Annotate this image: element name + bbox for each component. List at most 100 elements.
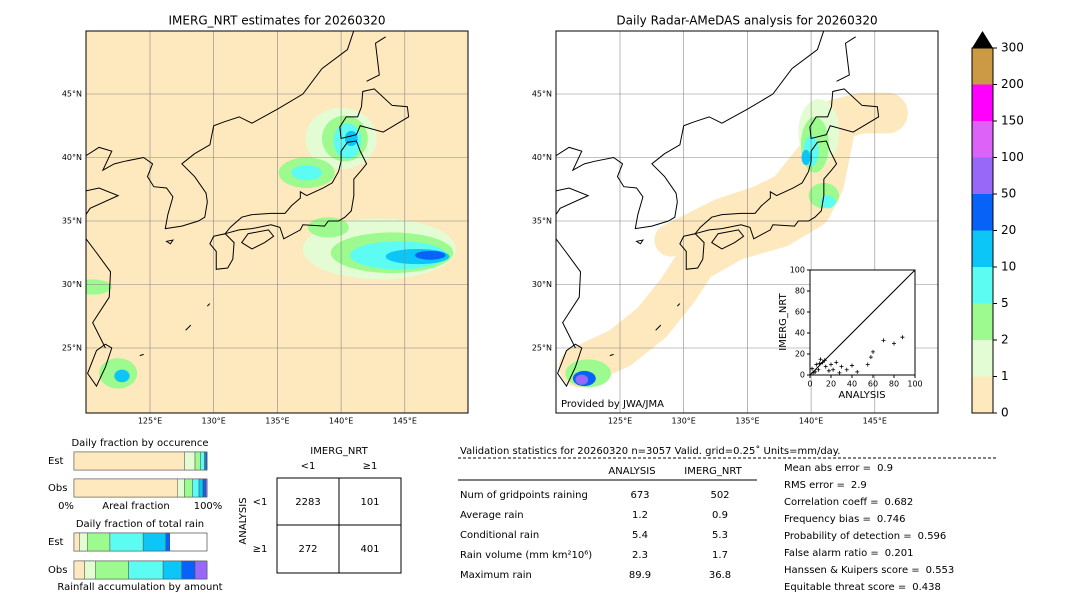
point xyxy=(839,364,844,369)
panel-title: Daily fraction of total rain xyxy=(76,519,204,530)
row-label: Est xyxy=(48,537,64,548)
bar-segment xyxy=(181,560,196,580)
table-row-axis: ANALYSIS xyxy=(238,497,249,544)
x-tick-label: 0 xyxy=(807,380,812,389)
x-axis-label: ANALYSIS xyxy=(838,390,885,401)
point xyxy=(823,364,828,369)
point xyxy=(822,358,827,363)
validation-header: Validation statistics for 20260320 n=305… xyxy=(460,445,840,457)
point xyxy=(844,367,849,372)
diagonal xyxy=(809,269,916,376)
x-tick-label: 100 xyxy=(907,380,922,389)
table-title: IMERG_NRT xyxy=(310,446,368,457)
y-tick-label: 80 xyxy=(795,287,805,296)
y-tick-label: 20 xyxy=(795,350,805,359)
panel-label: Rainfall accumulation by amount xyxy=(57,582,222,593)
score: RMS error = 2.9 xyxy=(784,480,867,491)
score-label: Mean abs error = xyxy=(784,463,871,474)
cell: 673 xyxy=(630,490,649,501)
point xyxy=(834,360,839,365)
score-label: False alarm ratio = xyxy=(784,548,879,559)
row-label: Obs xyxy=(48,483,67,494)
score-label: RMS error = xyxy=(784,480,845,491)
point xyxy=(810,366,815,371)
credit: Provided by JWA/JMA xyxy=(561,399,664,410)
bar-segment xyxy=(142,532,167,552)
bar-segment xyxy=(205,478,208,498)
row-label: Est xyxy=(48,456,64,467)
bar-segment xyxy=(79,532,88,552)
bar-segment xyxy=(165,532,171,552)
score: Probability of detection = 0.596 xyxy=(784,531,946,542)
lon-label: 140°E xyxy=(799,417,823,426)
colorbar-label: 10 xyxy=(1001,260,1016,274)
bar-segment xyxy=(162,560,182,580)
lat-label: 30°N xyxy=(532,280,552,289)
map-title: IMERG_NRT estimates for 20260320 xyxy=(169,14,386,28)
point xyxy=(829,362,833,367)
bar-segment xyxy=(200,451,205,471)
cell: 2.3 xyxy=(632,550,648,561)
point xyxy=(855,369,860,374)
lon-label: 130°E xyxy=(202,417,226,426)
point xyxy=(871,349,875,354)
score-value: 0.201 xyxy=(885,548,914,559)
colorbar-label: 5 xyxy=(1001,296,1009,310)
cell: 5.3 xyxy=(712,530,728,541)
axis-label: Areal fraction xyxy=(102,501,169,512)
col-label: ≥1 xyxy=(363,461,378,472)
point xyxy=(881,338,886,343)
score-value: 0.553 xyxy=(926,565,955,576)
row-label: Conditional rain xyxy=(460,530,539,541)
lon-label: 135°E xyxy=(265,417,289,426)
colorbar-label: 0 xyxy=(1001,406,1009,420)
colorbar-label: 2 xyxy=(1001,333,1009,347)
row-label: Maximum rain xyxy=(460,570,532,581)
map-left xyxy=(86,31,468,413)
axis-label: 100% xyxy=(194,501,223,512)
score-value: 0.746 xyxy=(877,514,906,525)
bar-segment xyxy=(194,560,208,580)
colorbar-segment xyxy=(972,84,993,121)
lon-label: 125°E xyxy=(608,417,632,426)
score-label: Hanssen & Kuipers score = xyxy=(784,565,920,576)
bar-segment xyxy=(73,478,178,498)
lat-label: 30°N xyxy=(62,280,82,289)
y-axis-label: IMERG_NRT xyxy=(778,292,789,350)
colorbar-label: 150 xyxy=(1001,114,1024,128)
cell: 1.7 xyxy=(712,550,728,561)
colorbar-segment xyxy=(972,230,993,267)
row-label: <1 xyxy=(253,497,268,508)
lat-label: 40°N xyxy=(62,153,82,162)
score-value: 2.9 xyxy=(851,480,867,491)
y-tick-label: 40 xyxy=(795,329,805,338)
score-value: 0.682 xyxy=(885,497,914,508)
cell: 1.2 xyxy=(632,510,648,521)
cell: 2283 xyxy=(295,497,320,508)
score-label: Probability of detection = xyxy=(784,531,912,542)
colorbar-segment xyxy=(972,48,993,85)
lon-label: 130°E xyxy=(672,417,696,426)
lat-label: 45°N xyxy=(62,90,82,99)
score-value: 0.9 xyxy=(877,463,893,474)
bar-segment xyxy=(177,478,185,498)
colorbar-segment xyxy=(972,157,993,194)
colorbar-segment xyxy=(972,376,993,413)
score: Equitable threat score = 0.438 xyxy=(784,582,941,593)
point xyxy=(837,370,842,375)
bar-segment xyxy=(73,560,85,580)
bar-segment xyxy=(84,560,96,580)
bar-segment xyxy=(184,451,196,471)
map-title: Daily Radar-AMeDAS analysis for 20260320 xyxy=(616,14,877,28)
col-header: IMERG_NRT xyxy=(684,466,742,477)
map-frame xyxy=(555,30,939,414)
colorbar-label: 200 xyxy=(1001,77,1024,91)
lat-label: 25°N xyxy=(62,344,82,353)
row-label: Obs xyxy=(48,565,67,576)
cell: 89.9 xyxy=(629,570,651,581)
cell: 36.8 xyxy=(709,570,731,581)
y-tick-label: 0 xyxy=(800,371,805,380)
bar-segment xyxy=(73,532,80,552)
col-label: <1 xyxy=(301,461,316,472)
